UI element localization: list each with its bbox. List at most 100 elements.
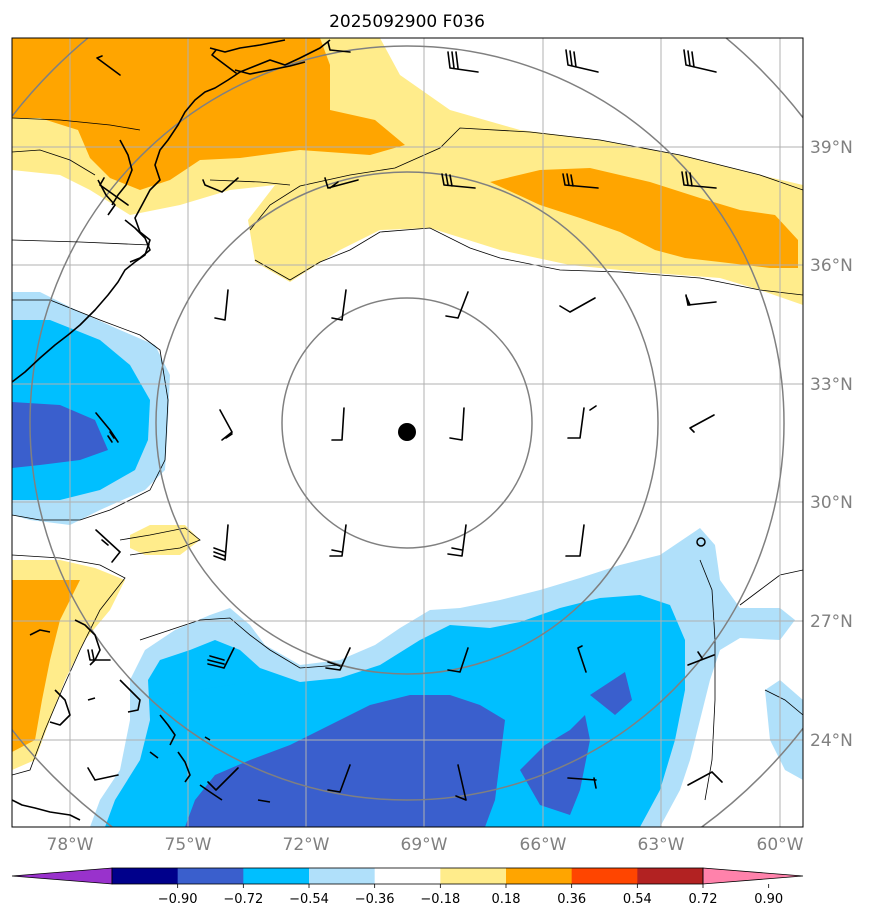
colorbar-tick-label: −0.72 bbox=[223, 892, 263, 907]
latitude-labels: 39°N 36°N 33°N 30°N 27°N 24°N bbox=[810, 138, 853, 751]
wind-barb bbox=[567, 777, 597, 789]
deep-sky-blue-strip-south bbox=[165, 680, 280, 700]
colorbar-segment bbox=[112, 868, 179, 884]
colorbar-tick-label: −0.18 bbox=[420, 892, 460, 907]
wind-barb bbox=[95, 529, 122, 563]
wind-barb bbox=[687, 651, 715, 666]
colorbar-segment bbox=[374, 868, 441, 884]
colorbar-segment bbox=[440, 868, 507, 884]
orange-region-northwest bbox=[12, 38, 405, 190]
wind-barb bbox=[87, 767, 119, 781]
wind-barb bbox=[567, 405, 597, 439]
storm-center-marker bbox=[398, 423, 416, 441]
wind-barb bbox=[327, 764, 351, 793]
colorbar-tick-label: 0.54 bbox=[623, 892, 652, 907]
wind-barb bbox=[95, 412, 119, 443]
contour-lines bbox=[12, 127, 803, 801]
wind-barb bbox=[562, 173, 599, 189]
orange-region-northeast bbox=[490, 168, 798, 268]
colorbar-tick-label: 0.90 bbox=[754, 892, 783, 907]
wind-barb bbox=[565, 49, 599, 73]
wind-barb bbox=[685, 294, 717, 306]
royal-blue-patch-southeast bbox=[590, 672, 632, 715]
wind-barb bbox=[441, 173, 476, 189]
colorbar-segment bbox=[243, 868, 310, 884]
wind-barb bbox=[445, 291, 469, 319]
wind-barb bbox=[87, 649, 111, 661]
wind-barb bbox=[455, 764, 467, 801]
wind-barb bbox=[687, 771, 723, 786]
open-circle-marker bbox=[696, 537, 706, 547]
map-frame bbox=[11, 37, 804, 828]
light-blue-patch-east bbox=[765, 680, 803, 780]
wind-barb bbox=[219, 409, 234, 441]
lat-label-24n: 24°N bbox=[810, 731, 853, 751]
wind-barb bbox=[213, 524, 229, 561]
wind-barb bbox=[683, 49, 717, 73]
longitude-labels: 78°W 75°W 72°W 69°W 66°W 63°W 60°W bbox=[47, 835, 804, 855]
range-ring-2 bbox=[155, 171, 659, 675]
lat-label-36n: 36°N bbox=[810, 256, 853, 276]
colorbar-tick-label: 0.18 bbox=[492, 892, 521, 907]
lat-label-30n: 30°N bbox=[810, 493, 853, 513]
range-ring-3 bbox=[29, 45, 785, 801]
colorbar-tick-label: 0.36 bbox=[557, 892, 586, 907]
lon-label-72w: 72°W bbox=[283, 835, 330, 855]
colorbar-segment bbox=[309, 868, 376, 884]
wind-barb bbox=[447, 647, 469, 673]
orange-region-southwest bbox=[12, 580, 80, 752]
pale-yellow-patch-west bbox=[130, 525, 200, 555]
wind-barb bbox=[327, 41, 351, 53]
colorbar-segment bbox=[637, 868, 704, 884]
wind-barb bbox=[214, 289, 229, 321]
lat-label-27n: 27°N bbox=[810, 612, 853, 632]
colorbar-tick-label: 0.72 bbox=[689, 892, 718, 907]
wind-barb bbox=[559, 297, 596, 313]
wind-barb bbox=[331, 407, 345, 441]
colorbar-tick-label: −0.54 bbox=[289, 892, 329, 907]
lon-label-78w: 78°W bbox=[47, 835, 94, 855]
lon-label-75w: 75°W bbox=[165, 835, 212, 855]
wind-barb bbox=[207, 767, 239, 791]
wind-barb bbox=[99, 177, 129, 206]
wind-barb bbox=[207, 647, 235, 669]
colorbar-extend-low bbox=[11, 867, 113, 885]
political-borders bbox=[12, 117, 291, 246]
wind-barb bbox=[577, 645, 587, 673]
range-ring-1 bbox=[281, 297, 533, 549]
wind-barbs bbox=[87, 41, 723, 801]
wind-barb bbox=[329, 524, 347, 557]
colorbar-segment bbox=[506, 868, 573, 884]
negative-anomaly-fill bbox=[12, 292, 803, 827]
colorbar-segment bbox=[571, 868, 638, 884]
lon-label-66w: 66°W bbox=[520, 835, 567, 855]
colorbar-segment bbox=[177, 868, 244, 884]
colorbar: −0.90 −0.72 −0.54 −0.36 −0.18 0.18 0.36 0.54 0.7… bbox=[11, 867, 804, 907]
wind-barb bbox=[449, 407, 465, 441]
wind-barb bbox=[96, 55, 121, 76]
map-title: 2025092900 F036 bbox=[329, 12, 485, 32]
lon-label-63w: 63°W bbox=[638, 835, 685, 855]
wind-barb bbox=[211, 49, 237, 74]
royal-blue-region-west bbox=[12, 402, 108, 468]
lon-label-69w: 69°W bbox=[401, 835, 448, 855]
lat-label-39n: 39°N bbox=[810, 138, 853, 158]
wind-barb bbox=[331, 289, 347, 321]
colorbar-tick-label: −0.36 bbox=[355, 892, 395, 907]
wind-barb bbox=[202, 177, 239, 193]
wind-barb bbox=[447, 524, 467, 557]
colorbar-tick-label: −0.90 bbox=[158, 892, 198, 907]
wind-barb bbox=[325, 647, 351, 671]
wind-barb bbox=[324, 177, 359, 189]
wind-barb bbox=[681, 171, 717, 189]
colorbar-extend-high bbox=[702, 867, 804, 885]
lat-label-33n: 33°N bbox=[810, 375, 853, 395]
wind-barb bbox=[565, 524, 585, 557]
wind-barb bbox=[447, 51, 479, 73]
royal-blue-region-south bbox=[185, 695, 505, 827]
wind-barb bbox=[689, 414, 715, 433]
lat-lon-grid bbox=[12, 38, 803, 827]
